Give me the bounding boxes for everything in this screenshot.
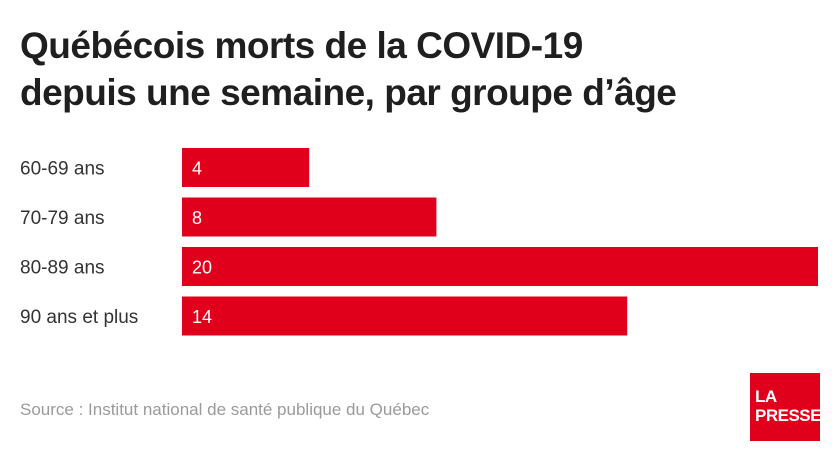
bar-value-label: 4 [192,159,202,179]
category-label: 80-89 ans [20,258,105,279]
bar-chart: 60-69 ans 4 70-79 ans 8 80-89 ans 20 90 ans et… [20,148,818,336]
chart-title: Québécois morts de la COVID-19 depuis un… [20,22,820,116]
bar [182,247,818,286]
la-presse-logo: LA PRESSE [750,373,821,441]
chart-title-line-1: Québécois morts de la COVID-19 [20,25,583,66]
bar-value-label: 20 [192,258,212,278]
bar [182,296,628,336]
category-label: 60-69 ans [20,159,105,180]
chart-title-line-2: depuis une semaine, par groupe d’âge [20,72,677,113]
logo-line-1: LA [755,387,777,406]
bar [182,197,437,237]
bar [182,148,310,187]
category-label: 90 ans et plus [20,307,138,328]
bar-value-label: 8 [192,208,202,228]
logo-line-2: PRESSE [755,406,821,425]
bar-value-label: 14 [192,307,212,327]
category-label: 70-79 ans [20,208,105,229]
source-note: Source : Institut national de santé publ… [20,400,430,419]
